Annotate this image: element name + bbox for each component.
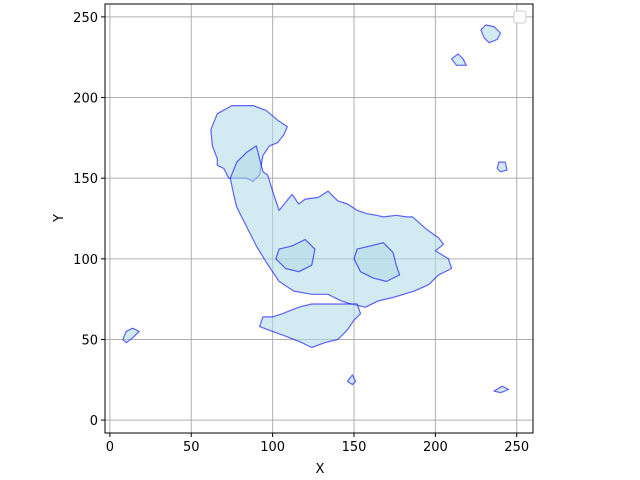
y-tick-label: 50 [81, 333, 98, 348]
x-tick-label: 150 [342, 440, 367, 455]
y-tick-label: 100 [73, 253, 98, 268]
region-polygon-8 [346, 374, 357, 386]
y-tick-label: 150 [73, 172, 98, 187]
x-tick-label: 100 [260, 440, 285, 455]
x-tick-label: 50 [183, 440, 200, 455]
region-polygon-6 [122, 327, 140, 344]
region-polygon-10 [353, 242, 401, 282]
x-tick-label: 250 [504, 440, 529, 455]
plot-frame [104, 3, 534, 434]
x-tick-label: 200 [423, 440, 448, 455]
x-axis-label: X [316, 462, 325, 477]
x-axis-ticks: 0 50 100 150 200 250 [106, 433, 529, 455]
y-tick-label: 0 [90, 414, 98, 429]
region-polygon-5 [451, 53, 467, 66]
region-polygons [122, 24, 510, 394]
y-tick-label: 250 [73, 11, 98, 26]
region-polygon-4 [480, 24, 502, 44]
y-tick-label: 200 [73, 92, 98, 107]
y-axis-ticks: 0 50 100 150 200 250 [73, 11, 105, 429]
y-axis-label: Y [52, 214, 67, 223]
region-polygon-9 [493, 385, 510, 394]
x-tick-label: 0 [106, 440, 114, 455]
region-polygon-7 [496, 161, 508, 173]
region-polygon-1 [210, 104, 288, 182]
region-polygon-3 [259, 303, 362, 349]
region-polygon-11 [275, 238, 316, 273]
legend-box [513, 10, 527, 24]
